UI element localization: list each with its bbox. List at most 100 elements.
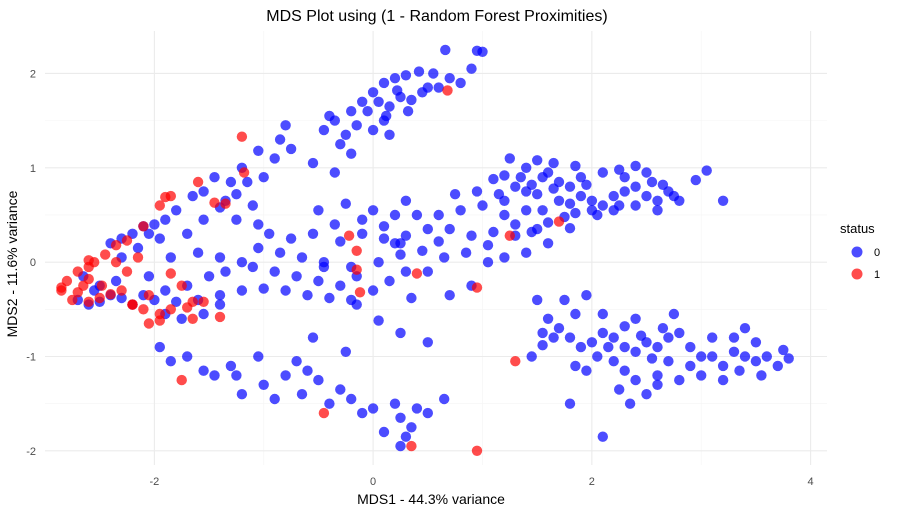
point-status-1 <box>56 282 67 293</box>
point-status-1 <box>165 268 176 279</box>
point-status-0 <box>329 219 340 230</box>
point-status-0 <box>750 356 762 367</box>
point-status-1 <box>116 285 127 296</box>
point-status-0 <box>624 398 636 409</box>
point-status-0 <box>597 167 608 178</box>
point-status-0 <box>619 186 630 197</box>
point-status-0 <box>548 183 559 194</box>
point-status-0 <box>411 209 423 221</box>
point-status-1 <box>351 264 362 275</box>
point-status-0 <box>433 209 444 221</box>
y-tick-label: 1 <box>30 163 36 175</box>
point-status-0 <box>564 223 576 234</box>
point-status-0 <box>357 228 368 239</box>
point-status-1 <box>154 315 165 326</box>
point-status-0 <box>378 233 390 244</box>
point-status-0 <box>521 162 532 173</box>
point-status-0 <box>707 351 718 362</box>
point-status-0 <box>362 106 373 117</box>
point-status-0 <box>488 226 499 238</box>
point-status-0 <box>302 365 313 376</box>
y-tick-label: 2 <box>30 68 36 80</box>
point-status-1 <box>67 294 78 306</box>
point-status-0 <box>537 327 548 339</box>
point-status-0 <box>449 189 461 200</box>
point-status-0 <box>674 374 685 386</box>
point-status-0 <box>198 214 209 225</box>
point-status-0 <box>367 87 379 98</box>
point-status-1 <box>138 221 149 232</box>
point-status-0 <box>285 233 297 244</box>
point-status-1 <box>198 296 209 307</box>
point-status-0 <box>685 360 696 372</box>
point-status-0 <box>717 360 729 372</box>
point-status-0 <box>389 73 401 84</box>
point-status-1 <box>96 280 108 291</box>
y-axis-ticks: -2 -1 0 1 2 <box>26 68 36 457</box>
point-status-0 <box>778 344 789 356</box>
point-status-0 <box>635 330 647 341</box>
point-status-0 <box>258 283 269 294</box>
point-status-0 <box>176 313 187 324</box>
point-status-0 <box>296 389 308 400</box>
point-status-0 <box>422 82 433 93</box>
point-status-1 <box>121 266 133 277</box>
point-status-0 <box>220 266 231 277</box>
point-status-0 <box>253 351 264 362</box>
point-status-0 <box>324 110 335 122</box>
point-status-0 <box>652 205 663 216</box>
point-status-1 <box>165 304 176 315</box>
point-status-0 <box>428 68 439 79</box>
point-status-0 <box>258 172 269 183</box>
point-status-0 <box>351 299 362 310</box>
point-status-0 <box>477 46 488 57</box>
point-status-0 <box>335 280 346 291</box>
point-status-0 <box>750 337 762 348</box>
point-status-0 <box>597 308 608 320</box>
point-status-0 <box>575 172 587 183</box>
point-status-0 <box>274 247 286 258</box>
point-status-0 <box>466 63 477 74</box>
point-status-0 <box>663 356 674 367</box>
point-status-0 <box>378 221 390 232</box>
point-status-0 <box>280 285 291 296</box>
point-status-0 <box>570 360 581 372</box>
point-status-0 <box>439 393 450 405</box>
data-points <box>56 44 794 456</box>
point-status-0 <box>537 340 548 351</box>
point-status-0 <box>389 398 401 409</box>
point-status-0 <box>422 223 433 235</box>
point-status-0 <box>526 226 537 238</box>
point-status-0 <box>668 308 680 320</box>
point-status-0 <box>313 374 324 386</box>
point-status-1 <box>471 282 483 293</box>
point-status-1 <box>127 299 138 310</box>
point-status-0 <box>581 290 592 301</box>
point-status-0 <box>335 236 346 247</box>
point-status-1 <box>110 257 122 268</box>
point-status-1 <box>406 440 417 452</box>
point-status-0 <box>739 351 751 362</box>
point-status-0 <box>690 174 701 186</box>
point-status-0 <box>597 200 608 211</box>
point-status-0 <box>608 332 619 343</box>
point-status-0 <box>116 292 127 304</box>
point-status-0 <box>739 323 751 334</box>
point-status-0 <box>154 341 165 353</box>
point-status-0 <box>537 205 548 216</box>
point-status-0 <box>395 249 406 260</box>
x-axis-title: MDS1 - 44.3% variance <box>357 491 505 507</box>
point-status-1 <box>214 311 226 323</box>
point-status-1 <box>187 296 198 307</box>
point-status-0 <box>707 332 718 343</box>
point-status-0 <box>313 275 324 287</box>
point-status-0 <box>198 365 209 376</box>
point-status-0 <box>242 176 253 188</box>
point-status-0 <box>466 230 477 241</box>
legend-key-1 <box>851 268 863 280</box>
x-tick-label: 2 <box>589 476 595 488</box>
point-status-0 <box>373 257 384 268</box>
point-status-0 <box>378 115 390 126</box>
point-status-0 <box>592 351 603 362</box>
